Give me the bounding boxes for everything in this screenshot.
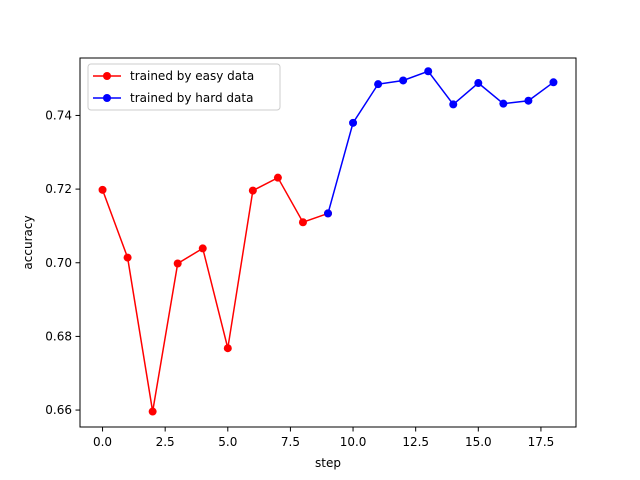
series-1-point (98, 185, 107, 194)
series-2-point (449, 100, 458, 109)
series-1-point (273, 173, 282, 182)
series-2-point (324, 209, 332, 218)
series-2-point (524, 96, 533, 105)
series-1-point (248, 186, 257, 195)
x-tick-label: 0.0 (93, 435, 112, 449)
y-axis-label: accuracy (21, 215, 35, 269)
series-2-point (399, 76, 408, 85)
series-2-point (549, 78, 558, 87)
plot-frame (79, 57, 577, 428)
legend-marker (103, 94, 111, 102)
x-tick-label: 5.0 (218, 435, 237, 449)
x-tick-label: 2.5 (156, 435, 175, 449)
series-1-point (198, 244, 207, 253)
legend-marker (103, 72, 111, 80)
x-tick-label: 17.5 (528, 435, 555, 449)
series-1-point (148, 407, 157, 416)
series-2-point (424, 67, 433, 76)
x-tick-label: 10.0 (340, 435, 367, 449)
y-tick-label: 0.72 (45, 182, 72, 196)
series-2-point (349, 118, 358, 127)
x-axis-label: step (315, 456, 341, 470)
y-axis-ticks: 0.66 0.68 0.70 0.72 0.74 (45, 108, 80, 417)
series-line-1 (101, 176, 329, 412)
series-2-point (374, 80, 383, 89)
legend-frame (87, 63, 281, 111)
y-tick-label: 0.70 (45, 256, 72, 270)
y-tick-label: 0.68 (45, 329, 72, 343)
series-line-2 (327, 70, 554, 214)
legend-entry-label: trained by easy data (130, 69, 254, 83)
series-2-point (499, 99, 508, 108)
series-2-point (474, 79, 483, 88)
series-1-point (298, 218, 307, 227)
x-tick-label: 7.5 (281, 435, 300, 449)
series-layer (98, 67, 558, 416)
y-tick-label: 0.74 (45, 108, 72, 122)
x-tick-label: 12.5 (402, 435, 429, 449)
legend-entry-label: trained by hard data (130, 91, 253, 105)
x-tick-label: 15.0 (465, 435, 492, 449)
plot-area (80, 58, 576, 427)
legend: trained by easy data trained by hard data (87, 63, 281, 111)
x-axis-ticks: 0.0 2.5 5.0 7.5 10.0 12.5 15.0 17.5 (93, 427, 554, 449)
series-1-point (223, 344, 232, 353)
series-1-point (123, 253, 132, 262)
series-1-point (173, 259, 182, 268)
y-tick-label: 0.66 (45, 403, 72, 417)
